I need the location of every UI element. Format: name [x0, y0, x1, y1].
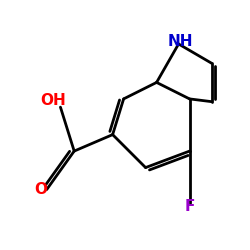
- Text: NH: NH: [167, 34, 193, 49]
- Text: O: O: [35, 182, 48, 197]
- Text: F: F: [184, 198, 195, 214]
- Text: OH: OH: [41, 93, 66, 108]
